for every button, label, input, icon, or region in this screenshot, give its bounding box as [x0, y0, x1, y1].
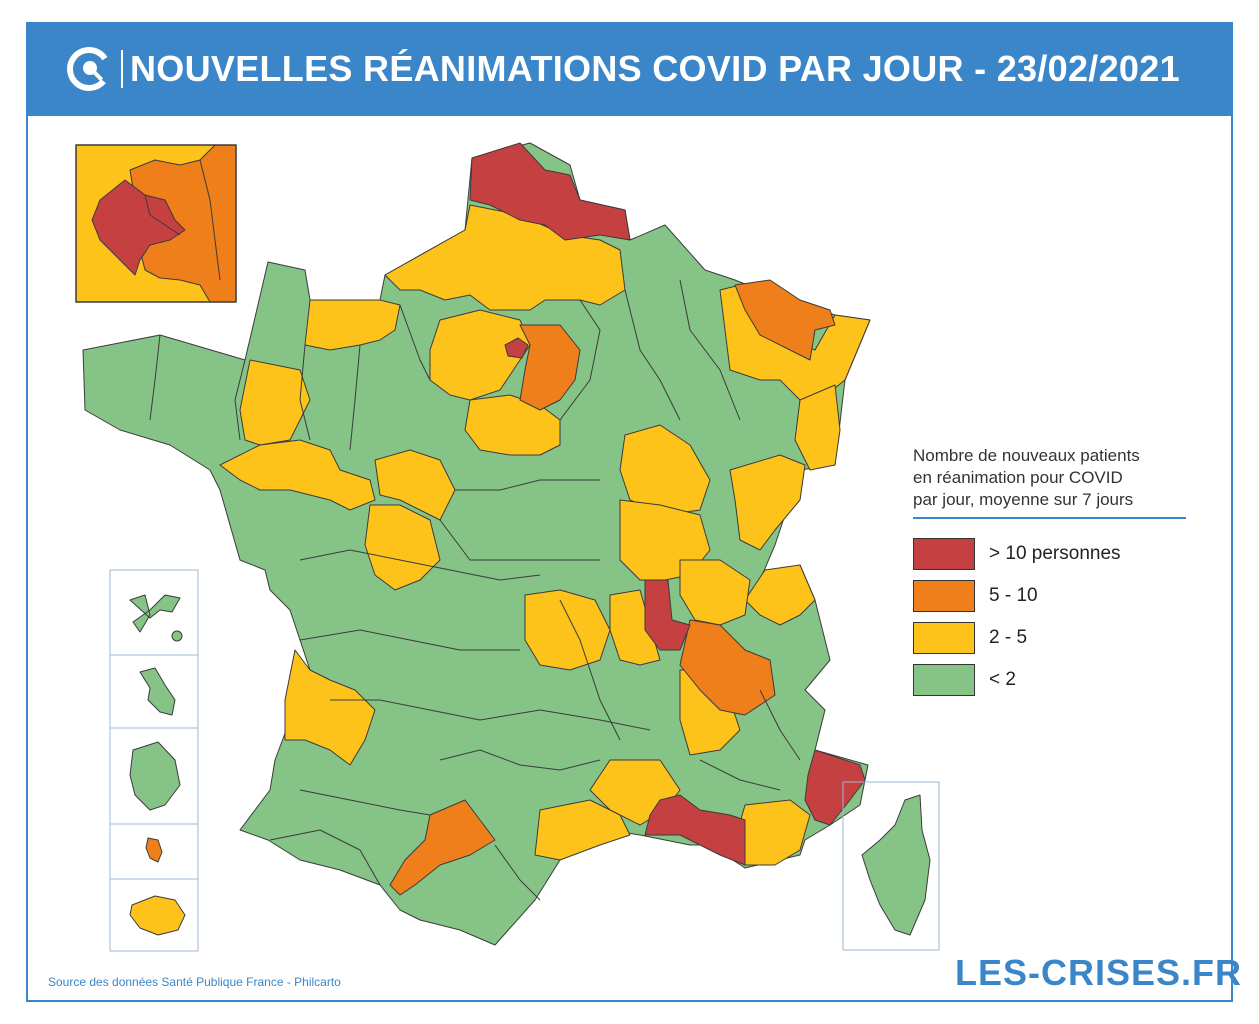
- dept-yellow-cote-or: [619, 424, 711, 516]
- legend-label: 2 - 5: [989, 627, 1028, 648]
- legend-item-red: > 10 personnes: [913, 533, 1188, 575]
- dept-yellow-haute-savoie: [744, 564, 816, 626]
- title-separator: [121, 50, 123, 88]
- dept-yellow-normandie: [304, 299, 401, 351]
- dept-yellow-ain: [679, 559, 751, 626]
- dept-yellow-gironde: [284, 649, 376, 766]
- legend-label: 5 - 10: [989, 585, 1038, 606]
- legend-swatch-orange: [913, 580, 975, 612]
- legend-label: < 2: [989, 669, 1016, 690]
- dept-yellow-doubs-jura: [729, 454, 806, 551]
- dept-red-rhone: [644, 579, 691, 651]
- legend-swatch-green: [913, 664, 975, 696]
- les-crises-c-logo-icon: [67, 47, 111, 91]
- dept-yellow-herault: [534, 799, 631, 861]
- legend-item-yellow: 2 - 5: [913, 617, 1188, 659]
- legend-swatch-red: [913, 538, 975, 570]
- inset-red-paris-region: [91, 179, 186, 276]
- island-reunion: [129, 895, 186, 936]
- legend-swatch-yellow: [913, 622, 975, 654]
- title-banner: NOUVELLES RÉANIMATIONS COVID PAR JOUR - …: [26, 22, 1233, 116]
- dept-yellow-loire: [609, 589, 661, 666]
- dept-yellow-puy-dome: [524, 589, 611, 671]
- dept-red-bouches-rhone: [644, 794, 746, 866]
- legend-title: Nombre de nouveaux patients en réanimati…: [913, 445, 1188, 511]
- source-note: Source des données Santé Publique France…: [48, 975, 341, 989]
- dept-red-nord-pas-calais: [469, 142, 631, 241]
- dept-red-paris: [504, 337, 529, 359]
- dept-orange-isere: [679, 619, 776, 716]
- legend-title-line: en réanimation pour COVID: [913, 468, 1123, 487]
- legend-item-orange: 5 - 10: [913, 575, 1188, 617]
- dept-orange-haute-garonne: [389, 799, 496, 896]
- island-guyane: [129, 741, 181, 811]
- dept-yellow-ile-de-france-outer: [429, 309, 531, 401]
- island-martinique: [139, 667, 176, 716]
- island-mayotte: [145, 837, 163, 863]
- dept-yellow-bretagne-east: [239, 359, 311, 446]
- dept-orange-seine-marne: [519, 324, 581, 411]
- legend-title-line: par jour, moyenne sur 7 jours: [913, 490, 1134, 509]
- legend: Nombre de nouveaux patients en réanimati…: [913, 445, 1188, 701]
- dept-yellow-haut-rhin: [794, 384, 841, 471]
- page-title: NOUVELLES RÉANIMATIONS COVID PAR JOUR - …: [130, 48, 1180, 89]
- island-guadeloupe: [129, 594, 181, 633]
- legend-title-line: Nombre de nouveaux patients: [913, 446, 1140, 465]
- island-corse: [861, 794, 931, 936]
- paris-inset-frame: [75, 144, 237, 303]
- legend-divider: [913, 517, 1186, 519]
- legend-item-green: < 2: [913, 659, 1188, 701]
- legend-label: > 10 personnes: [989, 543, 1121, 564]
- dept-orange-moselle: [734, 279, 836, 361]
- dept-yellow-indre: [364, 504, 441, 591]
- dept-red-alpes-maritimes: [804, 749, 866, 826]
- dept-yellow-pays-loire: [219, 439, 376, 511]
- island-marie-galante: [171, 630, 183, 642]
- overseas-insets: [109, 569, 940, 952]
- brand-logo-text[interactable]: LES-CRISES.FR: [955, 952, 1243, 993]
